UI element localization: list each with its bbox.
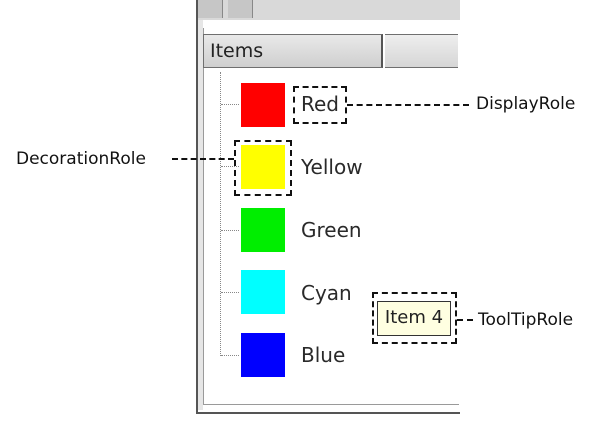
tree-branch-line — [221, 230, 239, 231]
tree-branch-line — [220, 72, 221, 356]
tooltip-role-leader — [457, 319, 473, 321]
display-role-annotation: DisplayRole — [476, 94, 576, 114]
frame-gutter — [198, 20, 203, 410]
decoration-role-annotation: DecorationRole — [16, 149, 146, 169]
color-swatch — [241, 208, 285, 252]
display-role-leader — [347, 104, 469, 106]
tree-branch-line — [221, 292, 239, 293]
tree-branch-line — [221, 104, 239, 105]
tooltip-role-annotation: ToolTipRole — [478, 310, 574, 330]
tree-branch-line — [221, 166, 239, 167]
tree-branch-line — [221, 355, 239, 356]
item-label: Yellow — [301, 155, 363, 179]
item-label: Blue — [301, 343, 346, 367]
titlebar-segment — [198, 0, 223, 18]
color-swatch — [241, 270, 285, 314]
color-swatch — [241, 145, 285, 189]
column-header-filler — [385, 34, 458, 68]
display-role-highlight — [293, 86, 347, 124]
item-label: Cyan — [301, 281, 352, 305]
decoration-role-highlight — [234, 140, 292, 196]
color-swatch — [241, 333, 285, 377]
window-titlebar — [196, 0, 460, 20]
color-swatch — [241, 83, 285, 127]
titlebar-segment — [228, 0, 253, 18]
column-header-items[interactable]: Items — [203, 34, 383, 68]
tooltip: Item 4 — [377, 301, 451, 336]
decoration-role-leader — [172, 158, 234, 160]
item-label: Red — [301, 92, 339, 116]
tooltip-role-highlight — [372, 292, 457, 344]
item-label: Green — [301, 218, 362, 242]
